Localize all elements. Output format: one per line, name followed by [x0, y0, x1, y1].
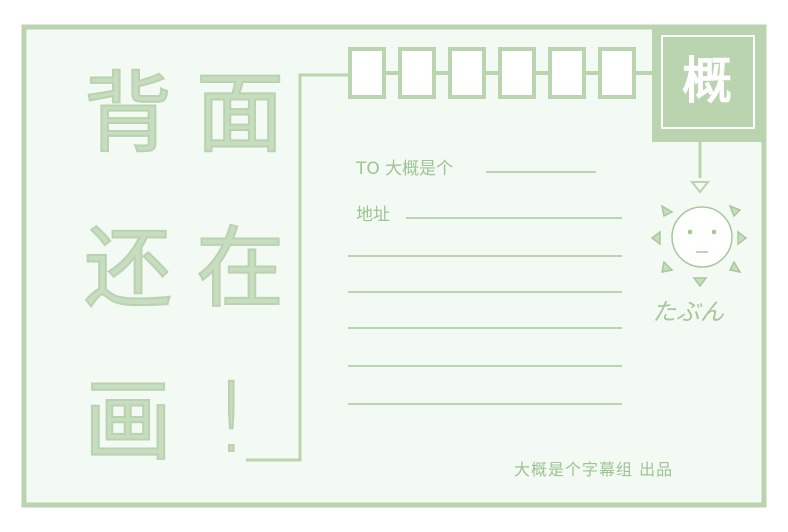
- postcode-box[interactable]: [548, 47, 586, 99]
- card-border: [21, 24, 767, 508]
- big-char-6: !: [211, 362, 252, 474]
- hanging-hook: [689, 181, 711, 194]
- postcode-box[interactable]: [398, 47, 436, 99]
- mascot-sun-icon: [650, 204, 748, 288]
- big-char-1: 背: [83, 62, 173, 165]
- address-lines: [348, 171, 622, 405]
- credit-text: 大概是个字幕组 出品: [514, 460, 674, 479]
- mascot-caption: たぶん: [652, 298, 724, 326]
- logo-stamp: [652, 28, 764, 142]
- logo-text: 概: [682, 52, 732, 110]
- connector-line: [246, 73, 348, 462]
- big-char-2: 面: [195, 62, 285, 165]
- to-label: TO 大概是个: [356, 159, 454, 179]
- big-char-4: 在: [195, 217, 285, 320]
- postcode-box[interactable]: [498, 47, 536, 99]
- postcode-box[interactable]: [448, 47, 486, 99]
- big-char-3: 还: [83, 217, 173, 320]
- logo-stamp-inner: [661, 35, 755, 129]
- postcode-box[interactable]: [598, 47, 636, 99]
- postcode-box[interactable]: [348, 47, 386, 99]
- address-label: 地址: [356, 205, 390, 225]
- big-char-5: 画: [83, 370, 173, 473]
